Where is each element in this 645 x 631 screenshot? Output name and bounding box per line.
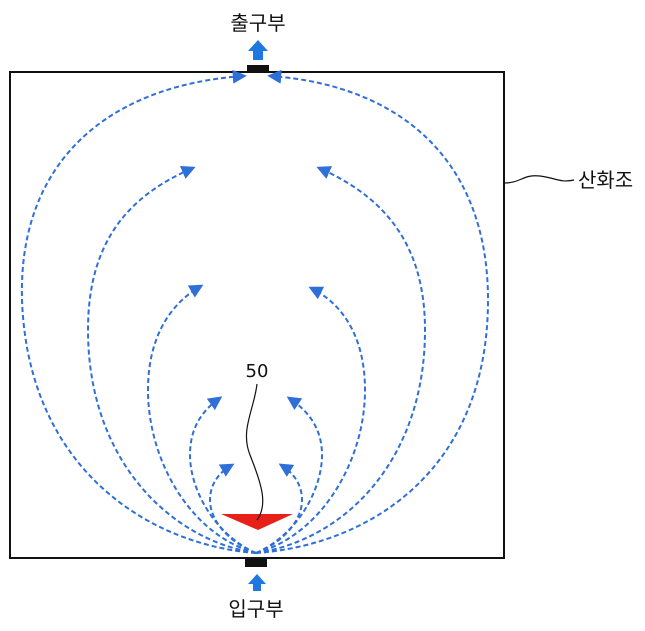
flow-line-outer-left	[20, 69, 257, 554]
flow-line-tier2-left	[86, 165, 257, 554]
flow-line-inner-left	[208, 463, 257, 554]
inlet-port	[245, 558, 267, 567]
inlet-up-arrow-icon	[248, 574, 266, 591]
inlet-label: 입구부	[228, 597, 283, 621]
outlet-up-arrow-icon	[248, 40, 268, 60]
flow-lines	[20, 69, 490, 554]
outlet-label: 출구부	[230, 11, 285, 35]
flow-line-outer-right	[255, 69, 490, 554]
flow-line-tier3-left	[146, 284, 257, 554]
flow-line-inner-right	[255, 463, 304, 554]
flow-line-tier3-right	[255, 286, 367, 554]
flow-line-tier2-right	[255, 166, 427, 554]
ref-number-label: 50	[246, 361, 269, 382]
ref-number-leader-line	[245, 383, 264, 521]
outlet-port	[247, 65, 269, 73]
tank-label: 산화조	[578, 168, 633, 192]
target-element	[221, 514, 293, 530]
tank-outline	[9, 71, 505, 559]
tank-leader-line	[504, 175, 575, 184]
